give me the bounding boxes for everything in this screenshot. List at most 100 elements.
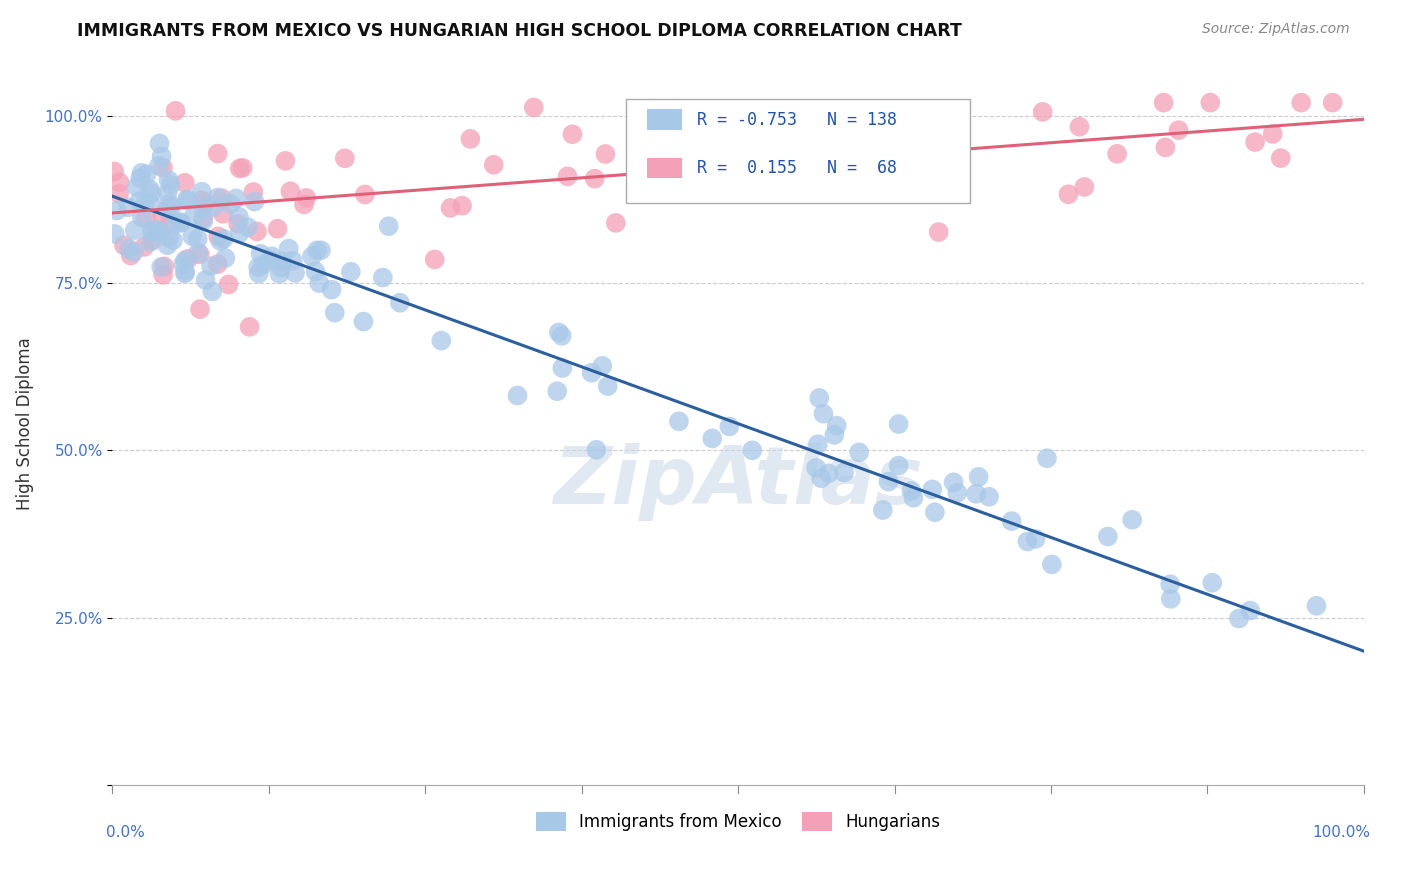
Point xyxy=(212,232,235,246)
Point xyxy=(1261,127,1284,141)
Point xyxy=(150,208,173,222)
Point xyxy=(135,167,157,181)
Legend: Immigrants from Mexico, Hungarians: Immigrants from Mexico, Hungarians xyxy=(529,805,948,838)
Point xyxy=(160,200,183,214)
Point xyxy=(247,267,270,281)
Point xyxy=(561,127,583,141)
Point xyxy=(156,186,179,200)
Point xyxy=(103,164,125,178)
Point xyxy=(207,229,229,244)
Point xyxy=(129,171,152,186)
Point xyxy=(134,240,156,254)
Point xyxy=(928,225,950,239)
Point xyxy=(924,505,946,519)
Text: 100.0%: 100.0% xyxy=(1312,825,1369,839)
Point xyxy=(292,197,315,211)
Point xyxy=(120,248,142,262)
Point xyxy=(148,136,170,151)
Point xyxy=(352,314,374,328)
Point xyxy=(284,266,307,280)
Point xyxy=(942,475,965,490)
FancyBboxPatch shape xyxy=(647,158,682,178)
Point xyxy=(108,186,131,201)
Point xyxy=(193,202,215,216)
Point xyxy=(124,223,146,237)
Point xyxy=(903,491,925,505)
Point xyxy=(243,194,266,209)
Point xyxy=(581,366,603,380)
Point xyxy=(1073,180,1095,194)
Point xyxy=(200,259,222,273)
Point xyxy=(157,173,180,187)
Point xyxy=(977,490,1000,504)
Point xyxy=(813,407,835,421)
Point xyxy=(142,233,165,247)
Point xyxy=(965,487,987,501)
Point xyxy=(141,186,163,201)
Point xyxy=(451,199,474,213)
Point xyxy=(266,221,288,235)
Point xyxy=(228,210,250,224)
Point xyxy=(591,359,613,373)
Point xyxy=(825,418,848,433)
Point xyxy=(832,466,855,480)
Point xyxy=(122,245,145,260)
Point xyxy=(281,253,304,268)
Point xyxy=(228,226,250,240)
Point xyxy=(190,194,212,208)
Point xyxy=(1001,514,1024,528)
Text: 0.0%: 0.0% xyxy=(107,825,145,839)
Point xyxy=(1040,558,1063,572)
Point xyxy=(214,251,236,265)
Point xyxy=(1025,532,1047,546)
Point xyxy=(308,276,330,290)
Point xyxy=(808,391,831,405)
Point xyxy=(207,190,229,204)
Point xyxy=(242,185,264,199)
Point xyxy=(148,159,170,173)
Point xyxy=(270,260,292,275)
Point xyxy=(145,222,167,236)
Point xyxy=(1032,104,1054,119)
Point xyxy=(301,249,323,263)
Point xyxy=(551,361,574,376)
Point xyxy=(810,471,832,485)
FancyBboxPatch shape xyxy=(626,99,970,203)
Point xyxy=(156,202,179,216)
Point xyxy=(1153,95,1175,110)
Point xyxy=(259,253,281,268)
Point xyxy=(135,211,157,225)
Point xyxy=(201,285,224,299)
Point xyxy=(605,216,627,230)
Point xyxy=(668,414,690,428)
Point xyxy=(304,264,326,278)
Point xyxy=(295,191,318,205)
Point xyxy=(131,166,153,180)
Text: R = -0.753   N = 138: R = -0.753 N = 138 xyxy=(697,111,897,128)
Point xyxy=(702,432,724,446)
Point xyxy=(152,268,174,282)
Point xyxy=(967,470,990,484)
Point xyxy=(1239,603,1261,617)
Point xyxy=(718,419,741,434)
Point xyxy=(190,185,212,199)
Point xyxy=(246,224,269,238)
Point xyxy=(157,197,180,211)
Y-axis label: High School Diploma: High School Diploma xyxy=(15,337,34,510)
Point xyxy=(523,100,546,114)
Point xyxy=(163,217,186,231)
Point xyxy=(194,273,217,287)
Point xyxy=(872,503,894,517)
Point xyxy=(153,260,176,274)
Point xyxy=(159,178,181,192)
Point xyxy=(188,302,211,317)
Point xyxy=(583,171,606,186)
Point xyxy=(547,326,569,340)
Point xyxy=(170,215,193,229)
Point xyxy=(225,191,247,205)
Text: IMMIGRANTS FROM MEXICO VS HUNGARIAN HIGH SCHOOL DIPLOMA CORRELATION CHART: IMMIGRANTS FROM MEXICO VS HUNGARIAN HIGH… xyxy=(77,22,962,40)
Point xyxy=(260,249,283,263)
Point xyxy=(150,149,173,163)
Point xyxy=(377,219,399,234)
Point xyxy=(1199,95,1222,110)
